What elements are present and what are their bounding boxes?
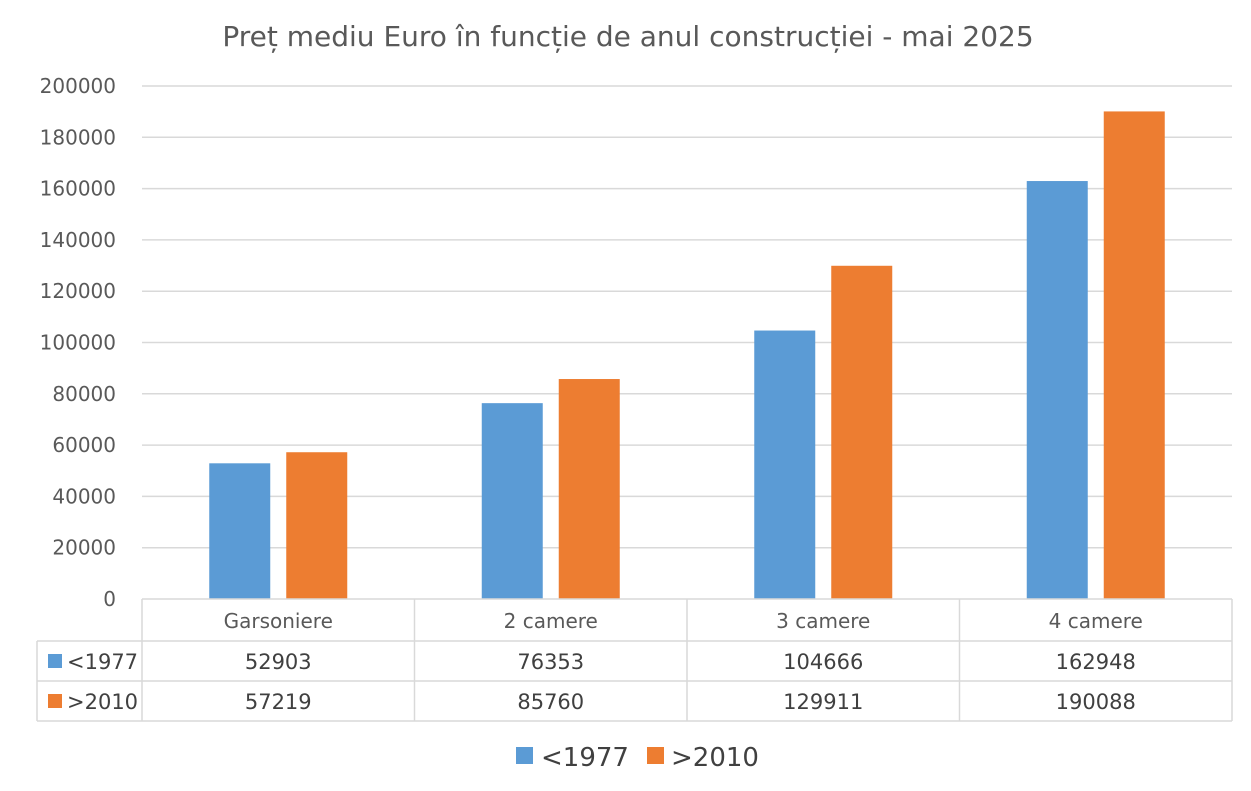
y-tick-label: 60000 [52,433,116,457]
y-tick-label: 180000 [40,125,116,149]
table-series-key [48,694,62,708]
category-label: 3 camere [776,609,870,633]
chart-title: Preț mediu Euro în funcție de anul const… [222,20,1033,53]
bar-series-1 [754,330,816,599]
data-label: 57219 [245,690,312,714]
table-series-key [48,654,62,668]
category-label: Garsoniere [224,609,333,633]
data-label: 52903 [245,650,312,674]
bar-series-1 [1026,181,1088,599]
y-axis-tick-labels: 0 20000 40000 60000 80000 100000 120000 140000 1… [40,74,116,611]
bars [209,111,1165,599]
data-label: 129911 [783,690,863,714]
y-tick-label: 100000 [40,331,116,355]
category-label: 2 camere [504,609,598,633]
data-label: 162948 [1056,650,1136,674]
y-tick-label: 160000 [40,177,116,201]
legend-key [516,747,533,764]
bar-series-1 [481,403,543,599]
data-label: 85760 [517,690,584,714]
y-tick-label: 140000 [40,228,116,252]
category-label: 4 camere [1049,609,1143,633]
legend: <1977 >2010 [516,743,759,773]
table-series-name: >2010 [67,690,138,714]
bar-series-2 [558,379,620,599]
legend-key [647,747,664,764]
y-tick-label: 40000 [52,484,116,508]
y-tick-label: 200000 [40,74,116,98]
y-tick-label: 20000 [52,536,116,560]
y-tick-label: 0 [103,587,116,611]
bar-series-2 [1103,111,1165,599]
bar-series-2 [831,265,893,599]
data-table: Garsoniere 2 camere 3 camere 4 camere <1977 5… [36,598,1233,722]
y-tick-label: 80000 [52,382,116,406]
data-label: 76353 [517,650,584,674]
legend-label: <1977 [541,743,629,773]
table-series-name: <1977 [67,650,138,674]
y-tick-label: 120000 [40,279,116,303]
legend-label: >2010 [671,743,759,773]
data-label: 104666 [783,650,863,674]
data-label: 190088 [1056,690,1136,714]
bar-series-1 [209,463,271,599]
bar-series-2 [286,452,348,599]
